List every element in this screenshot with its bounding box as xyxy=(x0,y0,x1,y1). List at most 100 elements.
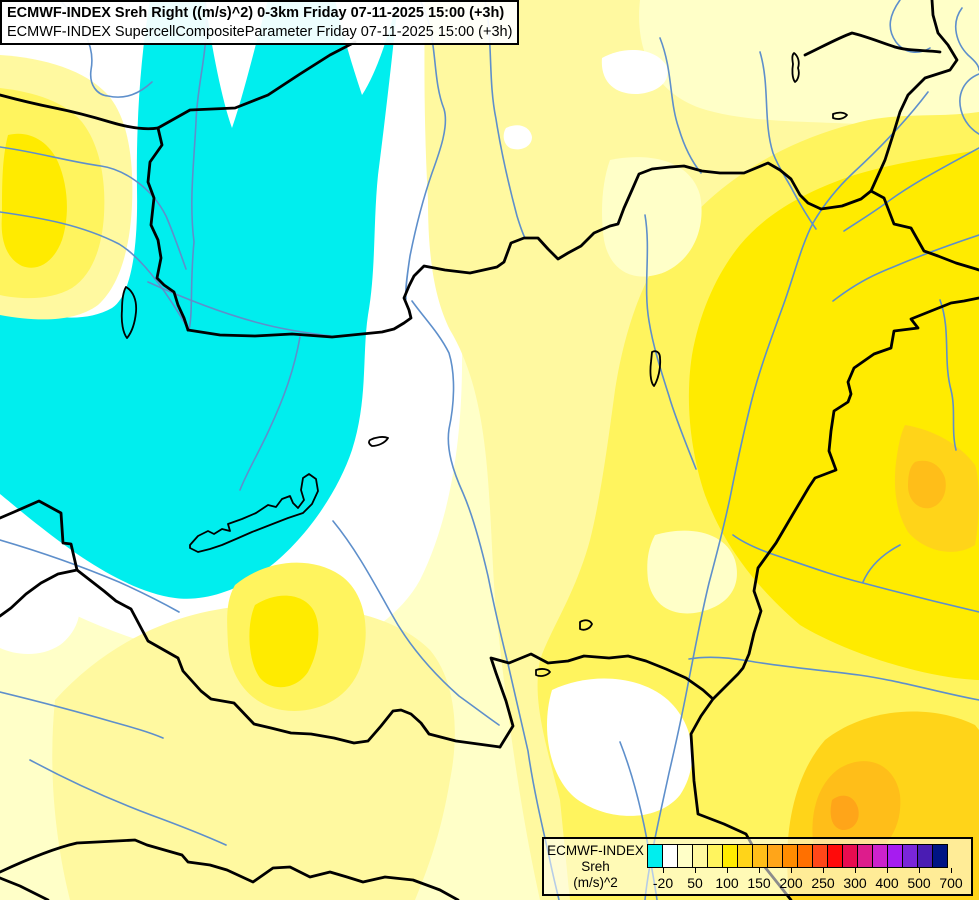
river-danube-austria xyxy=(0,211,188,328)
legend-text-block: ECMWF-INDEX Sreh (m/s)^2 xyxy=(544,839,647,894)
river-koros-branch xyxy=(862,544,901,583)
legend-tick-mark xyxy=(887,868,888,873)
legend-units-label: (m/s)^2 xyxy=(573,874,618,890)
legend-swatch-19 xyxy=(932,844,948,868)
legend-swatch-6 xyxy=(737,844,753,868)
lake-neusiedl xyxy=(120,286,138,339)
river-danube-central xyxy=(411,300,560,900)
contour-bright-yellow-west-core xyxy=(1,133,67,268)
legend-swatch-17 xyxy=(902,844,918,868)
title-box: ECMWF-INDEX Sreh Right ((m/s)^2) 0-3km F… xyxy=(0,0,519,45)
border-slovakia-ukraine xyxy=(869,0,959,193)
pond-central-1 xyxy=(579,619,593,631)
legend-box: ECMWF-INDEX Sreh (m/s)^2 -20 50 100 150 200 2… xyxy=(542,837,973,896)
river-raba-upper xyxy=(239,336,301,491)
legend-tick-label: 700 xyxy=(939,875,963,891)
legend-tick-label: 300 xyxy=(843,875,867,891)
title-line-1: ECMWF-INDEX Sreh Right ((m/s)^2) 0-3km F… xyxy=(7,5,505,21)
river-szamos xyxy=(832,234,979,302)
border-bottom-left-segment xyxy=(0,876,50,900)
legend-swatch-11 xyxy=(812,844,828,868)
contour-bright-yellow-southwest-core xyxy=(249,595,319,688)
contour-white-patch-small-nw xyxy=(503,125,532,150)
river-sio xyxy=(332,520,500,726)
river-east-edge xyxy=(939,299,957,451)
river-bodrog xyxy=(843,147,979,232)
legend-tick-mark xyxy=(663,868,664,873)
legend-tick-label: 150 xyxy=(747,875,771,891)
legend-swatch-8 xyxy=(767,844,783,868)
legend-tick-mark xyxy=(951,868,952,873)
legend-tick-label: 100 xyxy=(715,875,739,891)
river-tisza xyxy=(644,91,929,900)
border-czech-austria xyxy=(0,93,160,131)
river-maros xyxy=(688,656,979,701)
river-danube-northwest xyxy=(404,0,447,300)
legend-swatch-0 xyxy=(647,844,663,868)
legend-tick-label: -20 xyxy=(652,875,674,891)
river-vah xyxy=(484,0,526,239)
river-croatia-2 xyxy=(29,759,227,846)
legend-swatch-5 xyxy=(722,844,738,868)
lake-balaton xyxy=(189,473,319,553)
lake-zemplinska xyxy=(832,111,848,120)
legend-swatch-14 xyxy=(857,844,873,868)
legend-tick-label: 500 xyxy=(907,875,931,891)
lake-velence xyxy=(368,436,389,447)
river-raba xyxy=(147,281,332,337)
river-upper-tisza-2 xyxy=(954,7,979,71)
river-upper-tisza-3 xyxy=(959,73,979,135)
border-slovakia-poland xyxy=(803,31,942,57)
border-hungary-romania xyxy=(689,296,979,900)
legend-swatch-1 xyxy=(662,844,678,868)
legend-swatch-10 xyxy=(797,844,813,868)
border-austria-slovakia-morava xyxy=(146,126,190,332)
contour-orange-core-southeast xyxy=(830,795,859,830)
border-hungary-croatia-drava xyxy=(75,568,502,749)
border-slovakia-hungary-north xyxy=(186,161,873,339)
legend-parameter-label: Sreh xyxy=(581,858,610,874)
legend-tick-label: 400 xyxy=(875,875,899,891)
legend-swatch-12 xyxy=(827,844,843,868)
legend-tick-mark xyxy=(791,868,792,873)
border-czech-slovakia xyxy=(156,40,357,130)
legend-swatch-7 xyxy=(752,844,768,868)
legend-tick-label: 200 xyxy=(779,875,803,891)
border-austria-slovenia-hungary-knot xyxy=(0,499,79,572)
contour-cream-patch-central xyxy=(647,530,737,614)
border-slovenia-croatia xyxy=(0,568,79,618)
legend-swatch-16 xyxy=(887,844,903,868)
pond-central-2 xyxy=(535,668,551,677)
river-morava xyxy=(188,0,208,331)
legend-swatch-9 xyxy=(782,844,798,868)
legend-color-bar xyxy=(647,844,948,868)
legend-swatch-4 xyxy=(707,844,723,868)
contour-cyan-region-northwest xyxy=(0,0,398,599)
legend-tick-mark xyxy=(919,868,920,873)
lake-orava xyxy=(791,52,800,83)
contour-white-patch-north-central xyxy=(601,49,668,95)
border-hungary-serbia xyxy=(489,652,715,749)
contour-amber-core-east-edge xyxy=(908,460,946,509)
contour-cream-patch-north-central xyxy=(602,157,702,277)
river-slovakia-tributary xyxy=(659,37,702,174)
legend-swatch-3 xyxy=(692,844,708,868)
legend-model-label: ECMWF-INDEX xyxy=(547,842,644,858)
title-line-2: ECMWF-INDEX SupercellCompositeParameter … xyxy=(7,24,513,40)
legend-swatch-15 xyxy=(872,844,888,868)
lakes xyxy=(120,52,848,677)
legend-tick-mark xyxy=(823,868,824,873)
legend-swatch-13 xyxy=(842,844,858,868)
legend-tick-label: 250 xyxy=(811,875,835,891)
river-koros xyxy=(732,534,979,613)
river-austria-tributary xyxy=(0,146,187,270)
legend-swatch-2 xyxy=(677,844,693,868)
lake-tisza-small xyxy=(649,350,662,387)
legend-tick-label: 50 xyxy=(687,875,703,891)
contour-white-patch-south-central xyxy=(547,678,693,816)
legend-tick-mark xyxy=(759,868,760,873)
legend-tick-mark xyxy=(855,868,856,873)
